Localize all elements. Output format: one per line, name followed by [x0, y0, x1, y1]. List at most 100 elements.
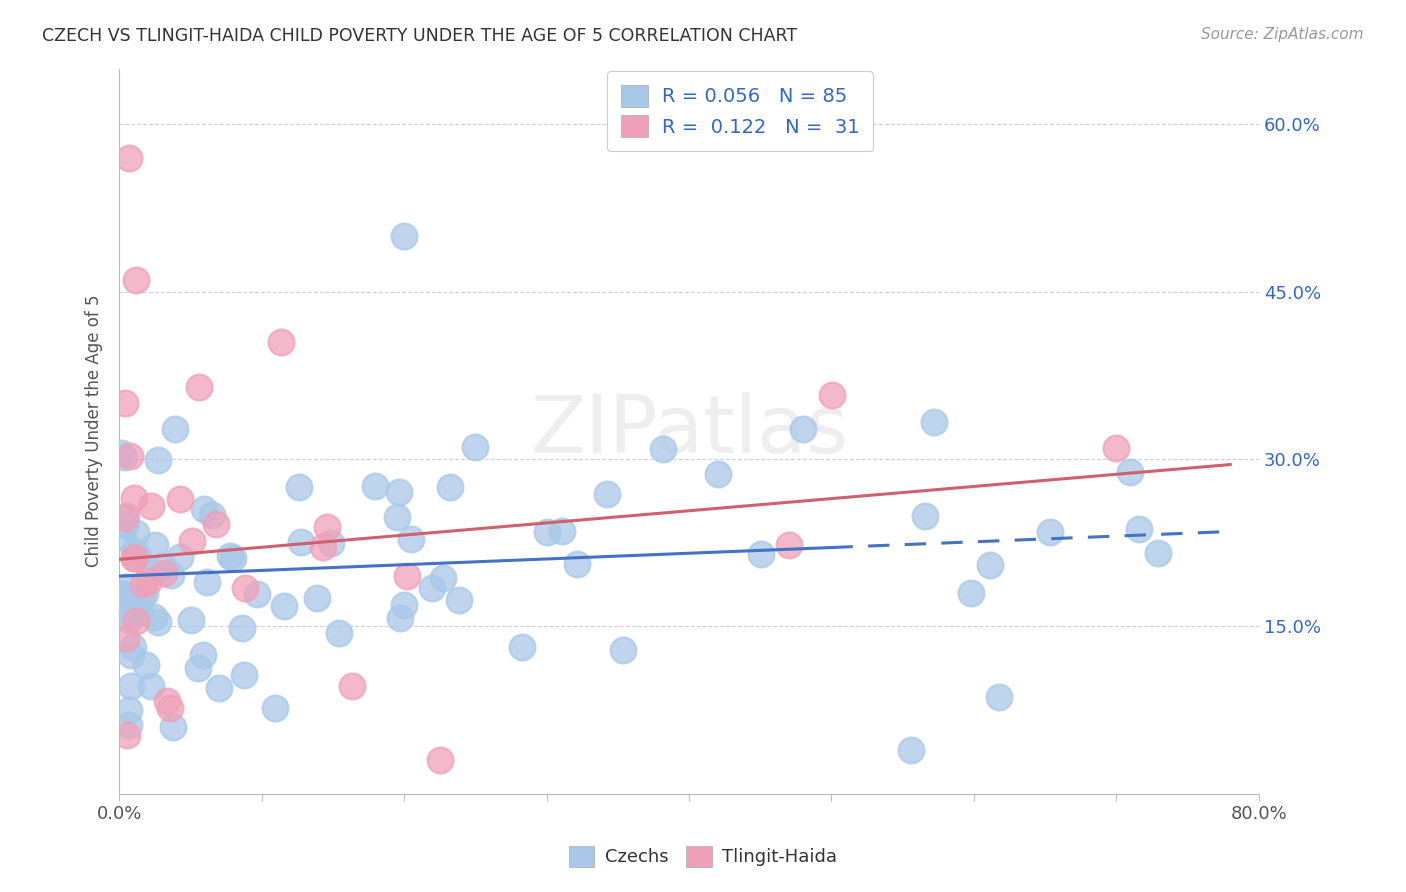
Point	[328, 626, 350, 640]
Point	[432, 571, 454, 585]
Point	[392, 228, 415, 243]
Point	[141, 499, 163, 513]
Point	[439, 480, 461, 494]
Legend: Czechs, Tlingit-Haida: Czechs, Tlingit-Haida	[561, 838, 845, 874]
Point	[169, 491, 191, 506]
Point	[110, 587, 132, 601]
Point	[146, 453, 169, 467]
Point	[129, 605, 152, 619]
Point	[1118, 466, 1140, 480]
Point	[139, 679, 162, 693]
Point	[142, 610, 165, 624]
Point	[152, 566, 174, 580]
Point	[120, 450, 142, 464]
Point	[651, 442, 673, 456]
Point	[180, 533, 202, 548]
Point	[117, 728, 139, 742]
Point	[152, 558, 174, 573]
Point	[118, 718, 141, 732]
Point	[125, 273, 148, 287]
Point	[612, 643, 634, 657]
Point	[114, 518, 136, 533]
Point	[138, 574, 160, 589]
Point	[122, 551, 145, 566]
Point	[143, 538, 166, 552]
Point	[595, 486, 617, 500]
Point	[115, 580, 138, 594]
Point	[169, 550, 191, 565]
Point	[233, 581, 256, 595]
Point	[110, 587, 132, 601]
Point	[536, 524, 558, 539]
Point	[311, 540, 333, 554]
Point	[115, 605, 138, 619]
Point	[464, 440, 486, 454]
Point	[263, 700, 285, 714]
Point	[792, 422, 814, 436]
Point	[287, 479, 309, 493]
Point	[180, 613, 202, 627]
Point	[388, 611, 411, 625]
Point	[114, 396, 136, 410]
Point	[120, 648, 142, 662]
Point	[127, 549, 149, 564]
Point	[914, 509, 936, 524]
Point	[396, 569, 419, 583]
Point	[195, 574, 218, 589]
Point	[290, 535, 312, 549]
Point	[231, 620, 253, 634]
Point	[122, 491, 145, 505]
Point	[115, 631, 138, 645]
Point	[160, 568, 183, 582]
Point	[124, 605, 146, 619]
Point	[121, 640, 143, 654]
Point	[204, 516, 226, 531]
Point	[751, 547, 773, 561]
Point	[118, 151, 141, 165]
Point	[707, 467, 730, 482]
Point	[122, 544, 145, 558]
Point	[420, 581, 443, 595]
Point	[821, 388, 844, 402]
Point	[118, 613, 141, 627]
Point	[112, 450, 135, 464]
Point	[222, 551, 245, 566]
Point	[778, 539, 800, 553]
Point	[340, 679, 363, 693]
Point	[114, 511, 136, 525]
Legend: R = 0.056   N = 85, R =  0.122   N =  31: R = 0.056 N = 85, R = 0.122 N = 31	[607, 71, 873, 151]
Point	[120, 679, 142, 693]
Point	[118, 703, 141, 717]
Point	[131, 591, 153, 605]
Point	[191, 648, 214, 663]
Point	[987, 690, 1010, 704]
Point	[551, 524, 574, 538]
Point	[131, 576, 153, 591]
Point	[305, 591, 328, 606]
Point	[316, 519, 339, 533]
Point	[134, 586, 156, 600]
Point	[146, 615, 169, 629]
Point	[1128, 523, 1150, 537]
Point	[565, 557, 588, 571]
Text: Source: ZipAtlas.com: Source: ZipAtlas.com	[1201, 27, 1364, 42]
Point	[924, 415, 946, 429]
Point	[159, 701, 181, 715]
Point	[187, 661, 209, 675]
Point	[960, 586, 983, 600]
Point	[232, 668, 254, 682]
Text: ZIPatlas: ZIPatlas	[530, 392, 848, 470]
Point	[125, 614, 148, 628]
Point	[245, 587, 267, 601]
Point	[125, 526, 148, 541]
Point	[319, 535, 342, 549]
Point	[138, 563, 160, 577]
Text: CZECH VS TLINGIT-HAIDA CHILD POVERTY UNDER THE AGE OF 5 CORRELATION CHART: CZECH VS TLINGIT-HAIDA CHILD POVERTY UND…	[42, 27, 797, 45]
Point	[155, 694, 177, 708]
Point	[385, 510, 408, 524]
Point	[193, 501, 215, 516]
Point	[135, 657, 157, 672]
Point	[364, 478, 387, 492]
Point	[111, 530, 134, 544]
Point	[273, 599, 295, 613]
